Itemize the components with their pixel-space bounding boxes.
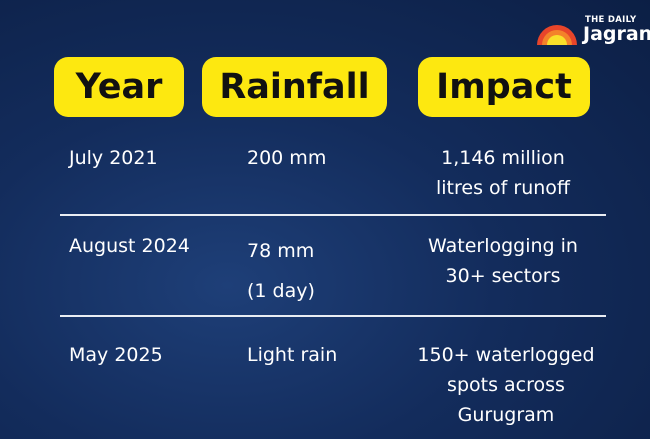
header-year: Year — [54, 57, 184, 117]
row3-impact: 150+ waterlogged spots across Gurugram — [398, 340, 614, 430]
impact-line: spots across — [447, 374, 565, 396]
jagran-logo: THE DAILY Jagran — [535, 13, 650, 47]
rainfall-line: Light rain — [247, 344, 338, 366]
header-rainfall: Rainfall — [202, 57, 387, 117]
header-impact: Impact — [418, 57, 590, 117]
sun-logo-icon — [537, 25, 577, 45]
rainfall-line: (1 day) — [247, 280, 315, 302]
row2-year: August 2024 — [69, 235, 190, 257]
row2-rainfall: 78 mm (1 day) — [247, 231, 315, 311]
rainfall-line: 78 mm — [247, 240, 315, 262]
logo-text-big: Jagran — [583, 23, 650, 45]
row-divider — [60, 315, 606, 317]
impact-line: 150+ waterlogged — [417, 344, 595, 366]
impact-line: Waterlogging in — [428, 235, 578, 257]
row1-year: July 2021 — [69, 147, 158, 169]
row3-year: May 2025 — [69, 344, 163, 366]
row3-rainfall: Light rain — [247, 340, 337, 370]
impact-line: 30+ sectors — [445, 265, 561, 287]
rainfall-line: 200 mm — [247, 147, 327, 169]
impact-line: litres of runoff — [436, 177, 570, 199]
row1-rainfall: 200 mm — [247, 143, 326, 173]
row2-impact: Waterlogging in 30+ sectors — [398, 231, 608, 291]
impact-line: 1,146 million — [441, 147, 565, 169]
row-divider — [60, 214, 606, 216]
impact-line: Gurugram — [457, 404, 555, 426]
logo-text-small: THE DAILY — [585, 15, 637, 25]
row1-impact: 1,146 million litres of runoff — [398, 143, 608, 203]
